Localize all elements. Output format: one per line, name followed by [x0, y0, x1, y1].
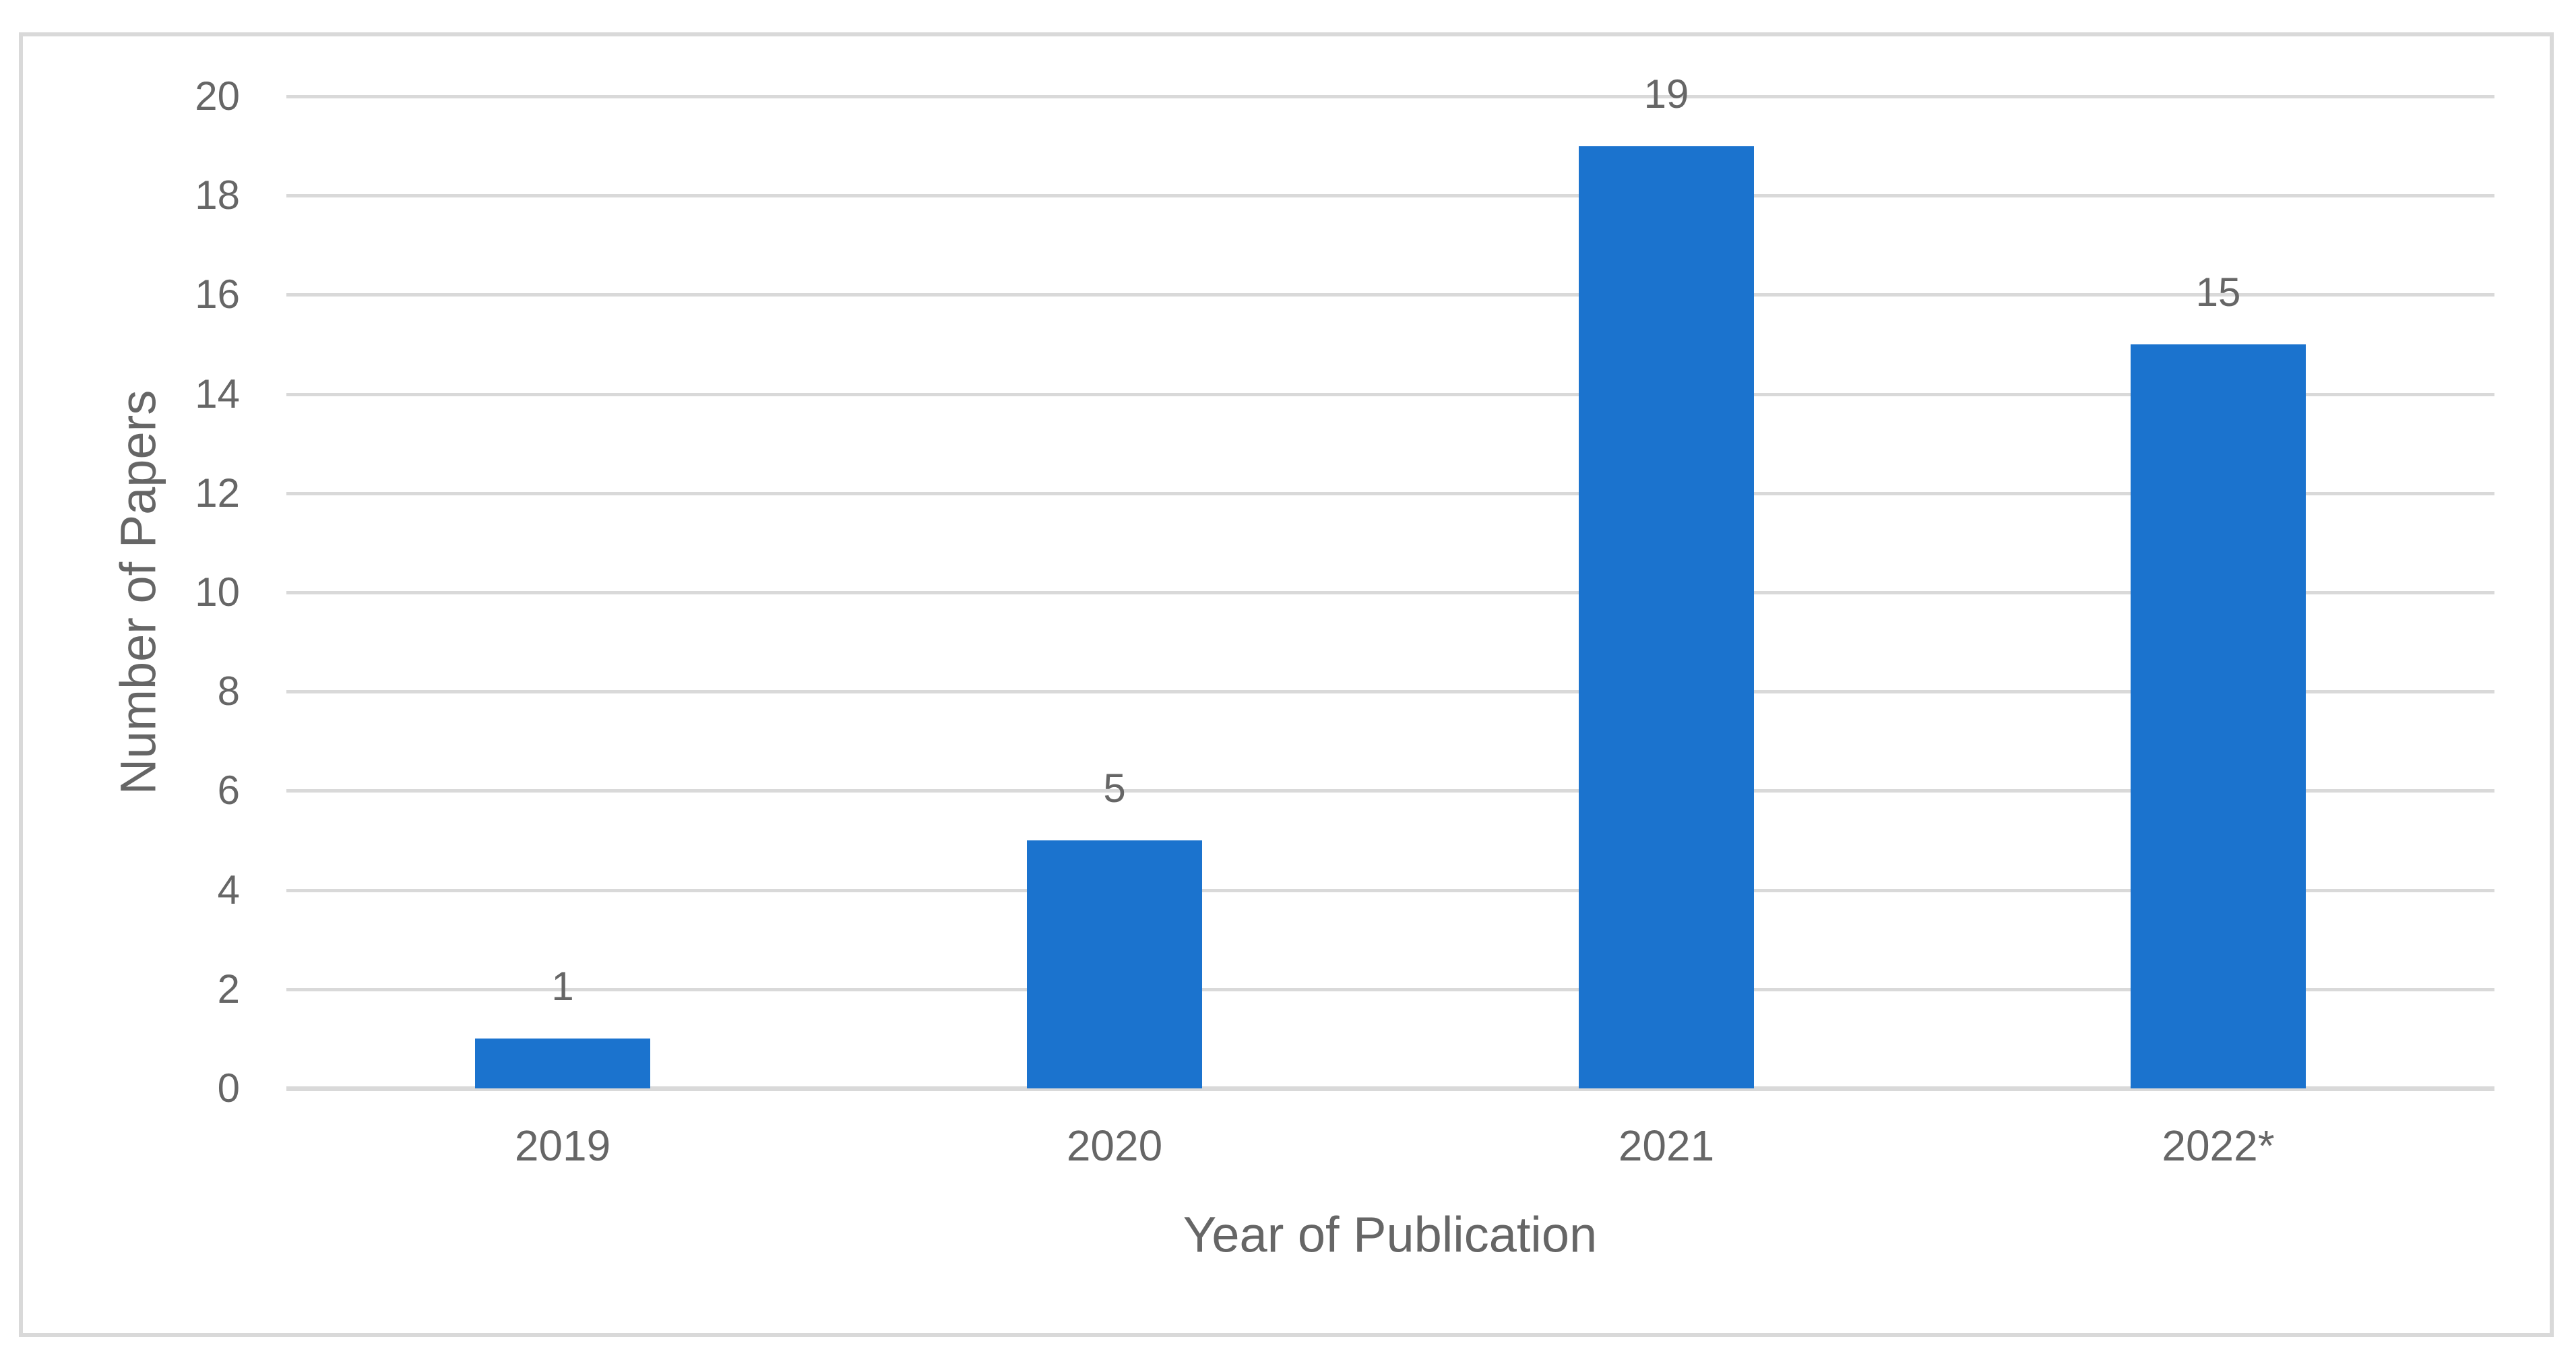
- y-tick-label-4: 4: [217, 867, 240, 912]
- gridline-y-18: [286, 194, 2494, 197]
- bar-2020: [1027, 840, 1202, 1088]
- gridline-y-4: [286, 889, 2494, 892]
- plot-area: 1 5 19 15: [286, 72, 2494, 1091]
- x-tick-label-2019: 2019: [514, 1121, 611, 1170]
- y-tick-label-16: 16: [195, 272, 240, 317]
- x-tick-label-2020: 2020: [1066, 1121, 1163, 1170]
- gridline-y-8: [286, 690, 2494, 693]
- x-tick-label-2021: 2021: [1618, 1121, 1715, 1170]
- y-tick-label-18: 18: [195, 173, 240, 218]
- x-axis-title: Year of Publication: [1183, 1206, 1598, 1263]
- y-tick-label-8: 8: [217, 669, 240, 714]
- y-tick-label-12: 12: [195, 470, 240, 516]
- y-axis-title: Number of Papers: [110, 390, 166, 795]
- x-axis-line: [286, 1086, 2494, 1091]
- bar-value-label-2020: 5: [1103, 766, 1126, 811]
- bar-2022*: [2131, 344, 2306, 1088]
- gridline-y-6: [286, 789, 2494, 793]
- x-tick-label-2022*: 2022*: [2162, 1121, 2275, 1170]
- y-tick-label-0: 0: [217, 1065, 240, 1111]
- y-tick-label-14: 14: [195, 371, 240, 416]
- bar-value-label-2022*: 15: [2195, 270, 2241, 315]
- bar-value-label-2019: 1: [551, 964, 574, 1009]
- gridline-y-12: [286, 492, 2494, 495]
- bar-2019: [475, 1039, 650, 1088]
- y-tick-label-20: 20: [195, 73, 240, 119]
- y-tick-label-10: 10: [195, 569, 240, 615]
- bar-2021: [1579, 146, 1754, 1088]
- gridline-y-20: [286, 95, 2494, 98]
- gridline-y-16: [286, 293, 2494, 297]
- y-tick-label-6: 6: [217, 768, 240, 813]
- y-tick-label-2: 2: [217, 966, 240, 1012]
- bar-value-label-2021: 19: [1643, 71, 1689, 117]
- gridline-y-10: [286, 591, 2494, 594]
- gridline-y-2: [286, 988, 2494, 991]
- gridline-y-14: [286, 393, 2494, 396]
